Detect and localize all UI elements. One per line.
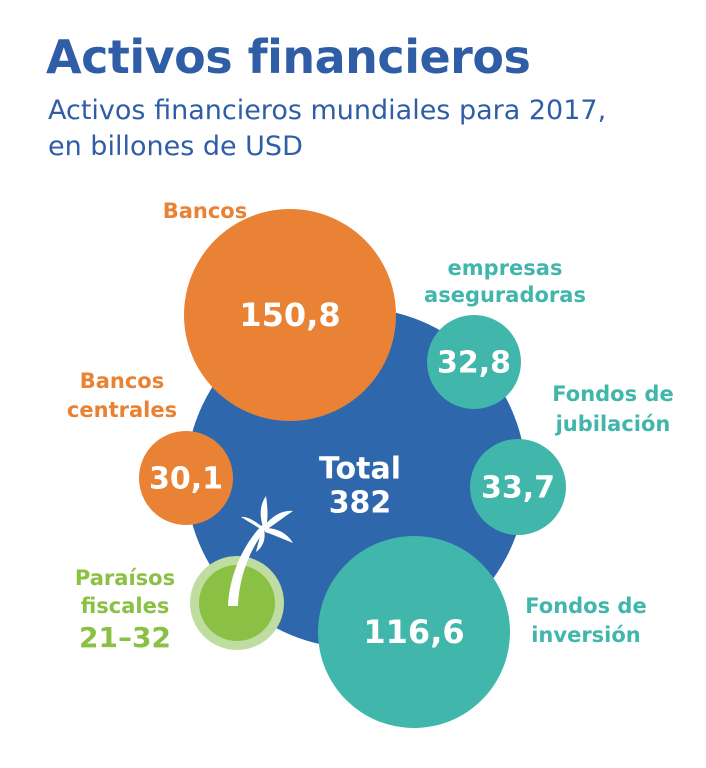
bancos-centrales-bubble (139, 431, 233, 525)
chart-title: Activos financieros (46, 30, 531, 84)
paraisos-fiscales-label: Paraísos (75, 566, 175, 590)
bancos-centrales-value: 30,1 (149, 462, 223, 497)
subtitle-line-2: en billones de USD (48, 131, 303, 162)
empresas-aseguradoras-label: empresas (448, 256, 563, 280)
chart-subtitle: Activos financieros mundiales para 2017,… (48, 93, 668, 165)
bancos-bubble (184, 209, 396, 421)
empresas-aseguradoras-value: 32,8 (437, 346, 511, 381)
bancos-label: Bancos (163, 199, 248, 223)
total-label: Total (319, 452, 401, 487)
palm-tree-icon (228, 496, 293, 606)
fondos-de-inversion-value: 116,6 (363, 613, 464, 651)
bancos-centrales-label: Bancos (80, 369, 165, 393)
bancos-centrales-label: centrales (67, 398, 177, 422)
fondos-de-jubilacion-bubble (470, 439, 566, 535)
subtitle-line-1: Activos financieros mundiales para 2017, (48, 95, 607, 126)
bancos-value: 150,8 (239, 296, 340, 334)
empresas-aseguradoras-bubble (427, 315, 521, 409)
fondos-de-inversion-label: inversión (531, 623, 641, 647)
paraisos-fiscales-label: fiscales (81, 594, 170, 618)
fondos-de-inversion-bubble (318, 536, 510, 728)
empresas-aseguradoras-label: aseguradoras (424, 283, 586, 307)
fondos-de-inversion-label: Fondos de (525, 594, 646, 618)
fondos-de-jubilacion-value: 33,7 (481, 471, 555, 506)
fondos-de-jubilacion-label: Fondos de (552, 382, 673, 406)
paraisos-fiscales-range: 21–32 (79, 621, 171, 654)
total-value: 382 (329, 486, 392, 521)
fondos-de-jubilacion-label: jubilación (555, 412, 671, 436)
